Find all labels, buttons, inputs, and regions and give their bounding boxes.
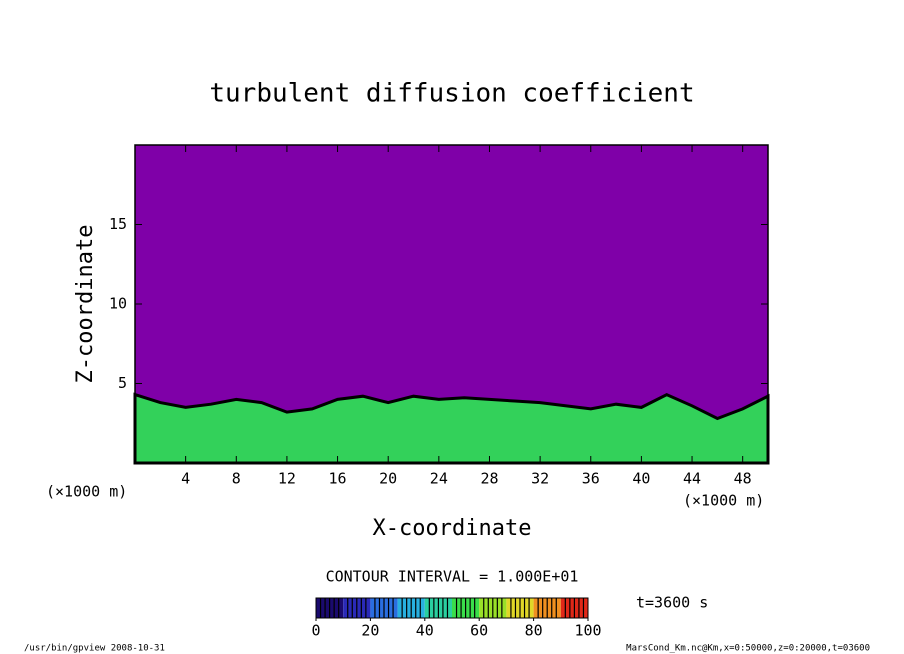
turbulent-layer: [133, 392, 770, 465]
contour-interval: CONTOUR INTERVAL = 1.000E+01: [326, 568, 579, 586]
x-tick-label: 12: [278, 470, 296, 488]
x-tick-label: 16: [329, 470, 347, 488]
footer: /usr/bin/gpview 2008-10-31: [24, 644, 165, 654]
y-tick-label: 5: [118, 374, 127, 392]
x-tick-label: 24: [430, 470, 448, 488]
time-label: t=3600 s: [636, 594, 708, 612]
x-tick-label: 4: [181, 470, 190, 488]
y-axis-label: Z-coordinate: [73, 225, 98, 384]
colorbar-frame: [315, 597, 589, 619]
y-tick-label: 10: [109, 295, 127, 313]
x-tick-label: 28: [480, 470, 498, 488]
x-tick-label: 44: [683, 470, 701, 488]
colorbar-tick-label: 20: [361, 622, 379, 640]
x-tick-label: 32: [531, 470, 549, 488]
x-axis-label: X-coordinate: [373, 516, 532, 541]
colorbar-tick-label: 60: [470, 622, 488, 640]
x-tick-label: 40: [632, 470, 650, 488]
y-tick-label: 15: [109, 215, 127, 233]
x-unit: (×1000 m): [683, 492, 764, 510]
colorbar-tick-label: 0: [311, 622, 320, 640]
chart-title: turbulent diffusion coefficient: [209, 79, 694, 109]
x-tick-label: 48: [734, 470, 752, 488]
footer: MarsCond_Km.nc@Km,x=0:50000,z=0:20000,t=…: [626, 644, 870, 654]
colorbar-tick-label: 100: [574, 622, 601, 640]
x-tick-label: 36: [582, 470, 600, 488]
x-unit: (×1000 m): [46, 483, 127, 501]
colorbar-tick-label: 40: [416, 622, 434, 640]
colorbar-tick-label: 80: [525, 622, 543, 640]
x-tick-label: 20: [379, 470, 397, 488]
x-tick-label: 8: [232, 470, 241, 488]
